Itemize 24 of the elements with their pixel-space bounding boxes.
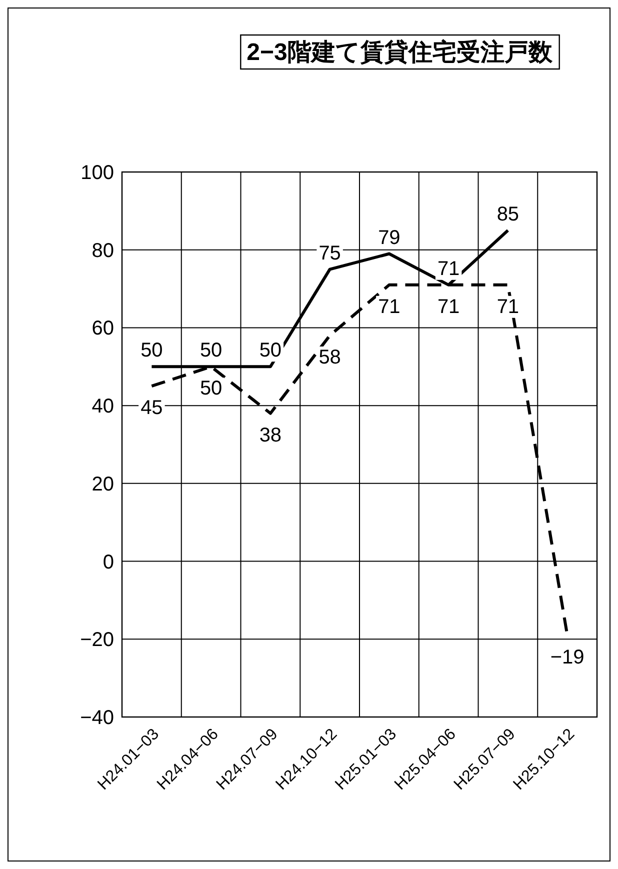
data-label: 71 (437, 258, 460, 280)
data-label: 50 (140, 340, 163, 362)
data-label: 45 (140, 397, 163, 420)
data-label: 71 (496, 296, 520, 318)
data-label: −19 (550, 646, 584, 668)
y-tick-label: 20 (92, 473, 114, 496)
y-tick-label: 100 (80, 162, 114, 184)
data-label: 50 (200, 378, 222, 400)
y-tick-label: 0 (102, 551, 114, 574)
y-tick-label: 80 (92, 240, 114, 262)
y-tick-label: −20 (80, 629, 114, 652)
data-label: 58 (318, 346, 341, 368)
chart-title: 2−3階建て賃貸住宅受注戸数 (246, 38, 554, 66)
y-tick-label: −40 (80, 707, 114, 729)
data-label: 85 (496, 203, 520, 226)
data-label: 50 (259, 340, 282, 362)
data-label: 50 (200, 340, 222, 362)
data-label: 79 (378, 226, 400, 249)
y-tick-label: 60 (92, 318, 114, 340)
data-label: 75 (318, 242, 341, 264)
data-label: 38 (259, 424, 282, 446)
data-label: 71 (437, 296, 460, 318)
data-label: 71 (378, 296, 400, 318)
y-tick-label: 40 (92, 396, 114, 418)
